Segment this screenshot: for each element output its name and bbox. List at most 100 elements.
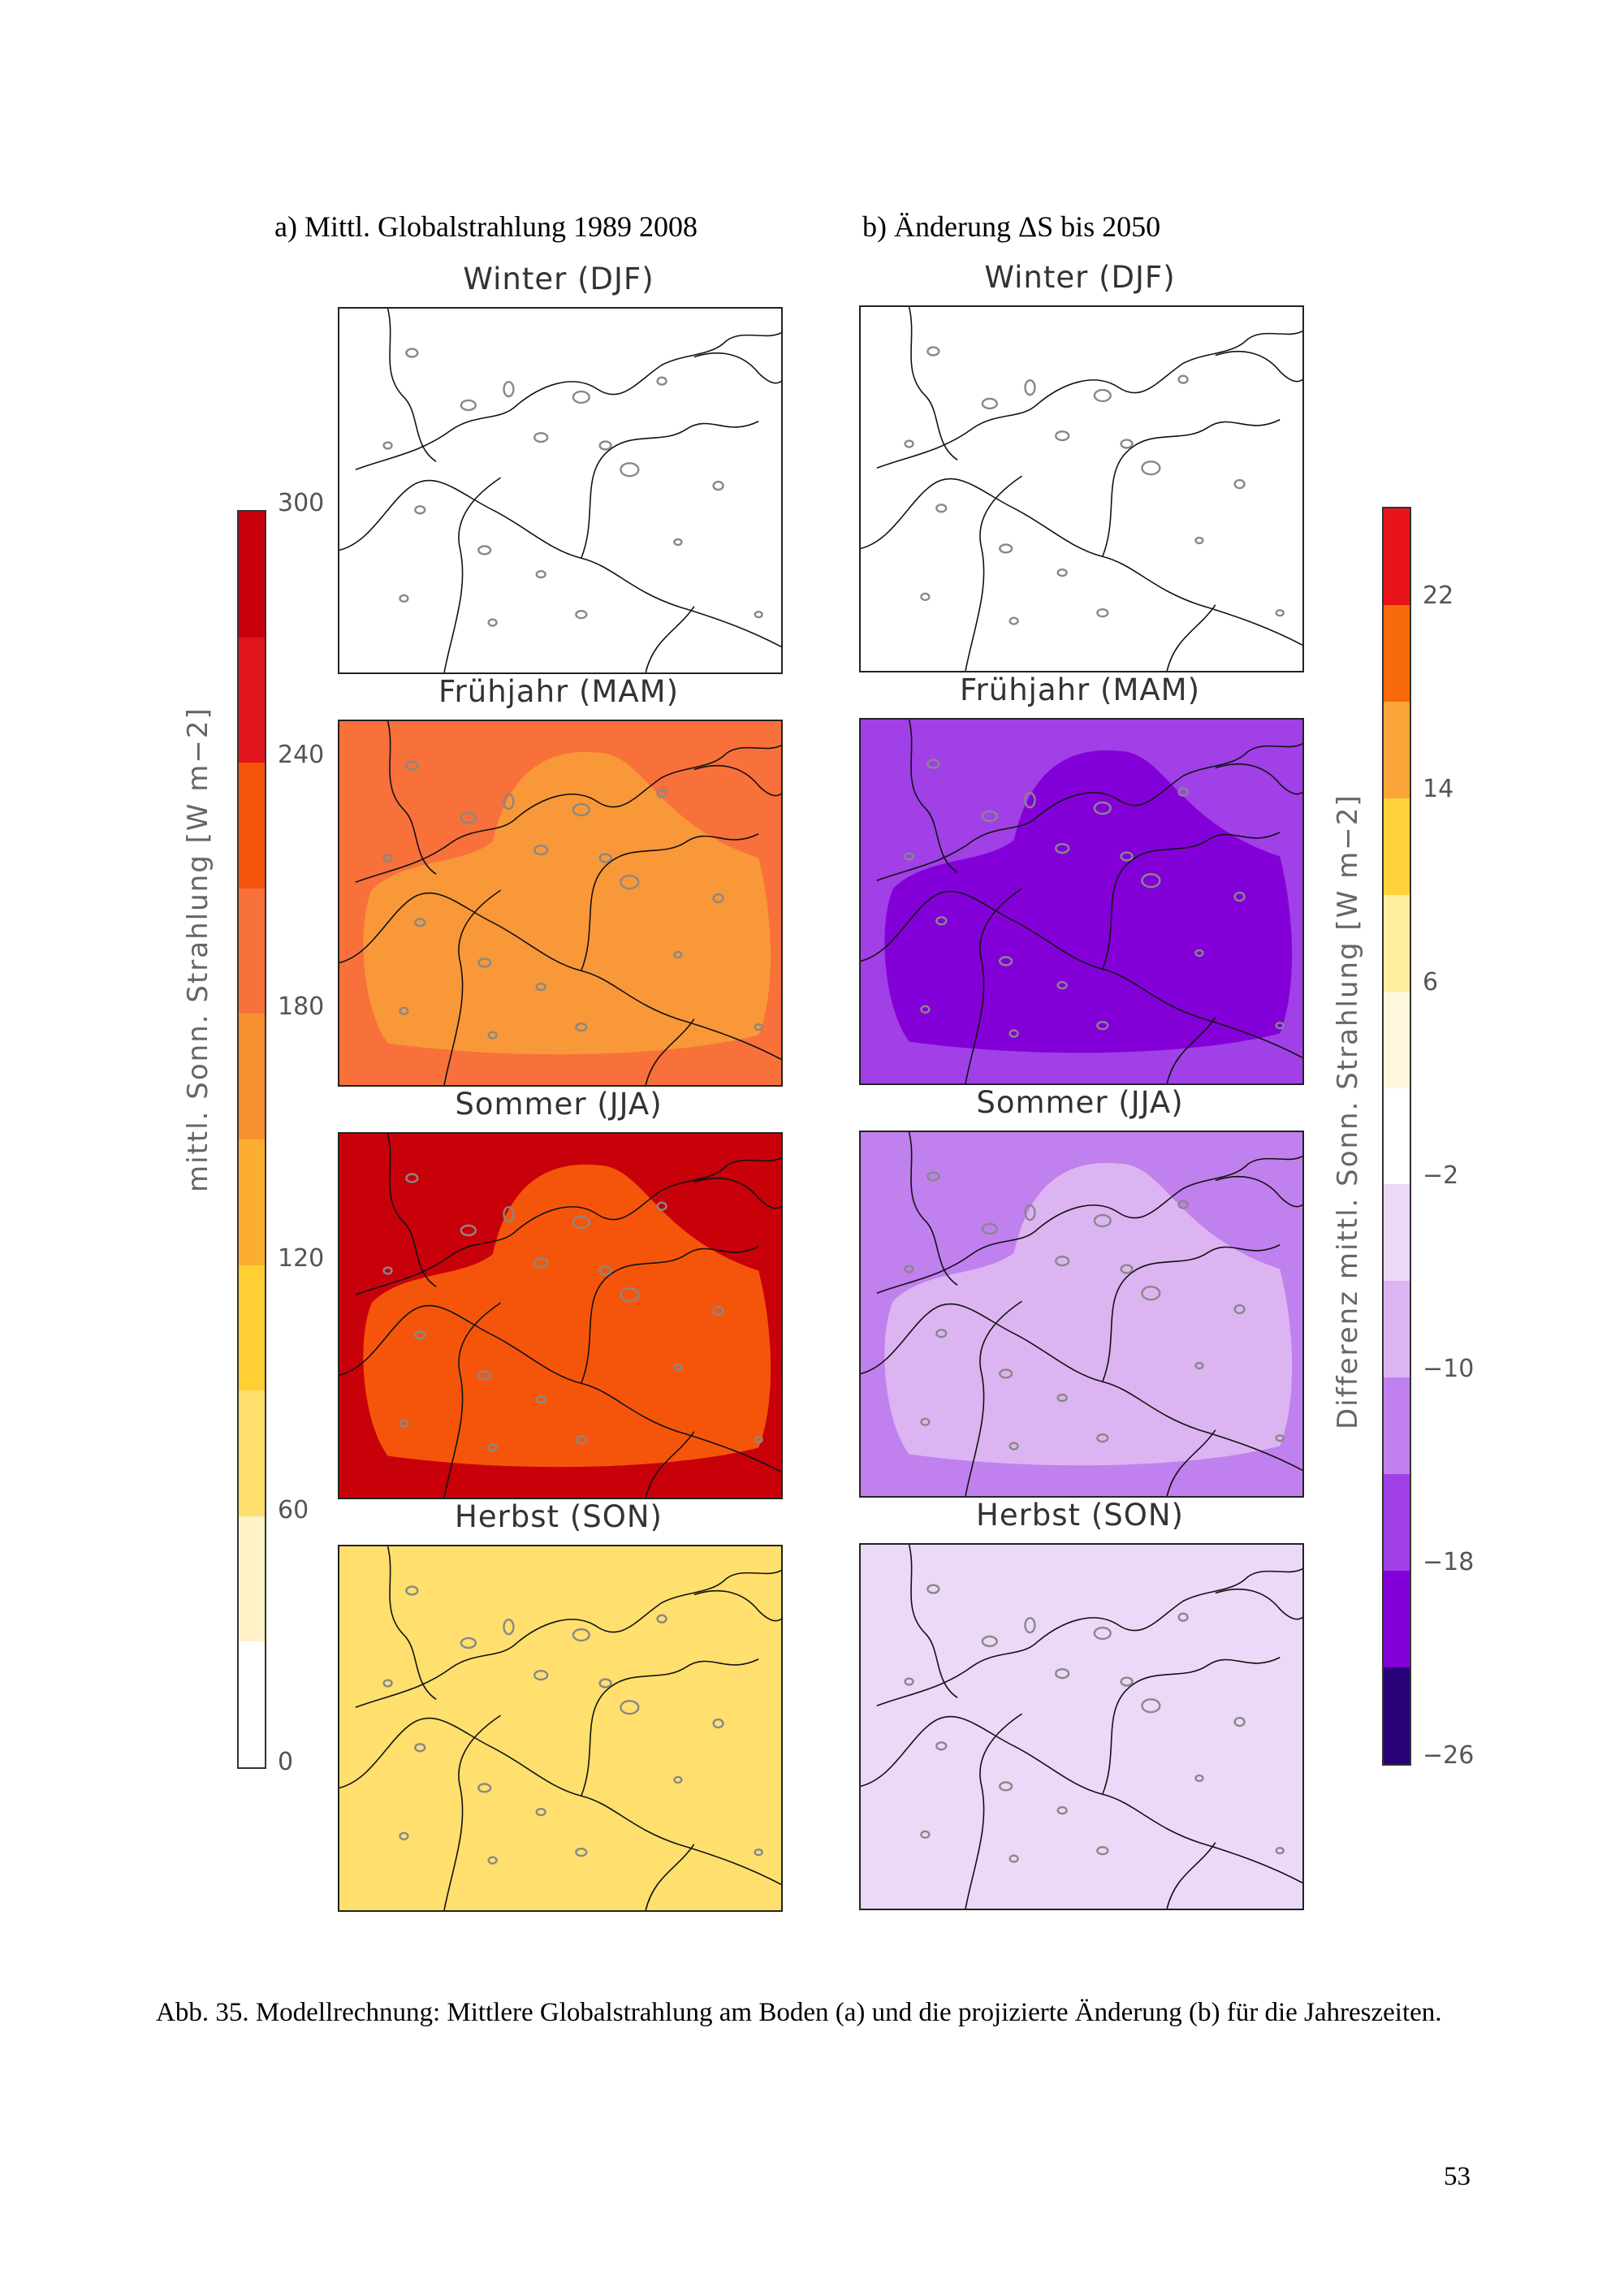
- lake-outline: [1055, 1667, 1070, 1680]
- lake-outline: [1177, 374, 1189, 384]
- lake-outline: [754, 1848, 763, 1857]
- lake-outline: [535, 1807, 546, 1817]
- lake-outline: [981, 1635, 998, 1648]
- lake-outline: [620, 462, 640, 478]
- lake-outline: [712, 480, 724, 491]
- lake-outline: [477, 545, 492, 556]
- border-line: [443, 1302, 501, 1498]
- lake-outline: [575, 1434, 588, 1445]
- border-line: [581, 1658, 759, 1797]
- border-line: [965, 1300, 1022, 1496]
- lake-outline: [999, 956, 1013, 966]
- lake-outline: [920, 1417, 931, 1426]
- colorbar-segment: [1384, 1281, 1410, 1378]
- season-title-b-spring: Frühjahr (MAM): [959, 672, 1201, 707]
- colorbar-segment: [239, 1139, 265, 1265]
- colorbar-segment: [1384, 1377, 1410, 1475]
- border-line: [645, 1844, 695, 1910]
- lake-outline: [1275, 1021, 1285, 1030]
- lake-outline: [904, 852, 914, 861]
- lake-outline: [460, 811, 477, 824]
- lake-outline: [533, 1256, 549, 1269]
- lake-outline: [382, 854, 393, 863]
- column-b-title: b) Änderung ΔS bis 2050: [862, 210, 1161, 243]
- lake-outline: [535, 1394, 546, 1404]
- border-line: [645, 606, 695, 672]
- lake-outline: [935, 1741, 948, 1751]
- season-title-b-autumn: Herbst (SON): [976, 1498, 1184, 1533]
- lake-outline: [1055, 842, 1070, 854]
- colorbar-b-tick: −10: [1423, 1355, 1475, 1383]
- map-a-winter: [338, 307, 783, 674]
- lake-outline: [1096, 608, 1109, 618]
- lake-outline: [712, 1305, 724, 1317]
- lake-outline: [503, 1206, 515, 1223]
- border-line: [908, 1132, 958, 1286]
- border-line: [693, 1177, 781, 1209]
- lake-outline: [477, 958, 492, 968]
- field-overlay: [363, 339, 771, 642]
- lake-outline: [935, 916, 948, 926]
- colorbar-a-tick: 120: [278, 1244, 325, 1273]
- lake-outline: [1141, 1698, 1161, 1714]
- lake-outline: [656, 1201, 667, 1211]
- map-b-winter: [859, 305, 1304, 672]
- lake-outline: [533, 844, 549, 856]
- lake-outline: [926, 346, 940, 357]
- lake-outline: [572, 1215, 590, 1230]
- colorbar-segment: [239, 1265, 265, 1391]
- border-line: [908, 720, 958, 873]
- lake-outline: [1233, 891, 1246, 902]
- colorbar-b-tick: −18: [1423, 1548, 1475, 1576]
- border-line: [876, 743, 1302, 881]
- border-line: [355, 1157, 781, 1295]
- lake-outline: [460, 1224, 477, 1237]
- colorbar-a-tick: 300: [278, 489, 325, 517]
- colorbar-b-tick: −26: [1423, 1741, 1475, 1770]
- lake-outline: [1194, 1361, 1204, 1370]
- border-line: [1166, 1017, 1216, 1083]
- field-overlay: [884, 750, 1293, 1053]
- map-b-autumn: [859, 1543, 1304, 1910]
- lake-outline: [405, 1585, 419, 1596]
- border-line: [387, 1546, 437, 1700]
- lake-outline: [935, 1329, 948, 1338]
- lake-outline: [1056, 980, 1068, 990]
- colorbar-a-label: mittl. Sonn. Strahlung [W m−2]: [182, 707, 214, 1192]
- border-line: [1166, 604, 1216, 671]
- lake-outline: [620, 875, 640, 890]
- lake-outline: [598, 1678, 612, 1688]
- lake-outline: [1024, 1617, 1036, 1634]
- lake-outline: [926, 759, 940, 769]
- lake-outline: [1056, 1393, 1068, 1403]
- lake-outline: [477, 1783, 492, 1793]
- season-title-a-summer: Sommer (JJA): [455, 1087, 663, 1122]
- lake-outline: [1120, 1676, 1134, 1687]
- lake-outline: [487, 618, 498, 627]
- colorbar-segment: [239, 763, 265, 889]
- border-line: [693, 764, 781, 797]
- lake-outline: [920, 1005, 931, 1014]
- border-line: [443, 889, 501, 1085]
- colorbar-segment: [239, 888, 265, 1014]
- lake-outline: [1194, 949, 1204, 958]
- figure-caption: Abb. 35. Modellrechnung: Mittlere Global…: [156, 1998, 1442, 2027]
- colorbar-a-tick: 60: [278, 1496, 309, 1524]
- border-line: [965, 888, 1022, 1083]
- map-a-spring: [338, 720, 783, 1087]
- lake-outline: [382, 1679, 393, 1688]
- border-line: [645, 1431, 695, 1498]
- lake-outline: [1096, 1845, 1109, 1856]
- field-overlay: [363, 1164, 771, 1468]
- lake-outline: [535, 569, 546, 579]
- lake-outline: [904, 1265, 914, 1273]
- lake-outline: [382, 1266, 393, 1275]
- lake-outline: [1009, 1854, 1019, 1863]
- border-line: [1102, 1244, 1281, 1382]
- lake-outline: [598, 1265, 612, 1276]
- lake-outline: [405, 348, 419, 358]
- lake-outline: [1120, 851, 1134, 862]
- season-title-a-spring: Frühjahr (MAM): [438, 674, 680, 709]
- lake-outline: [999, 543, 1013, 554]
- lake-outline: [656, 376, 667, 386]
